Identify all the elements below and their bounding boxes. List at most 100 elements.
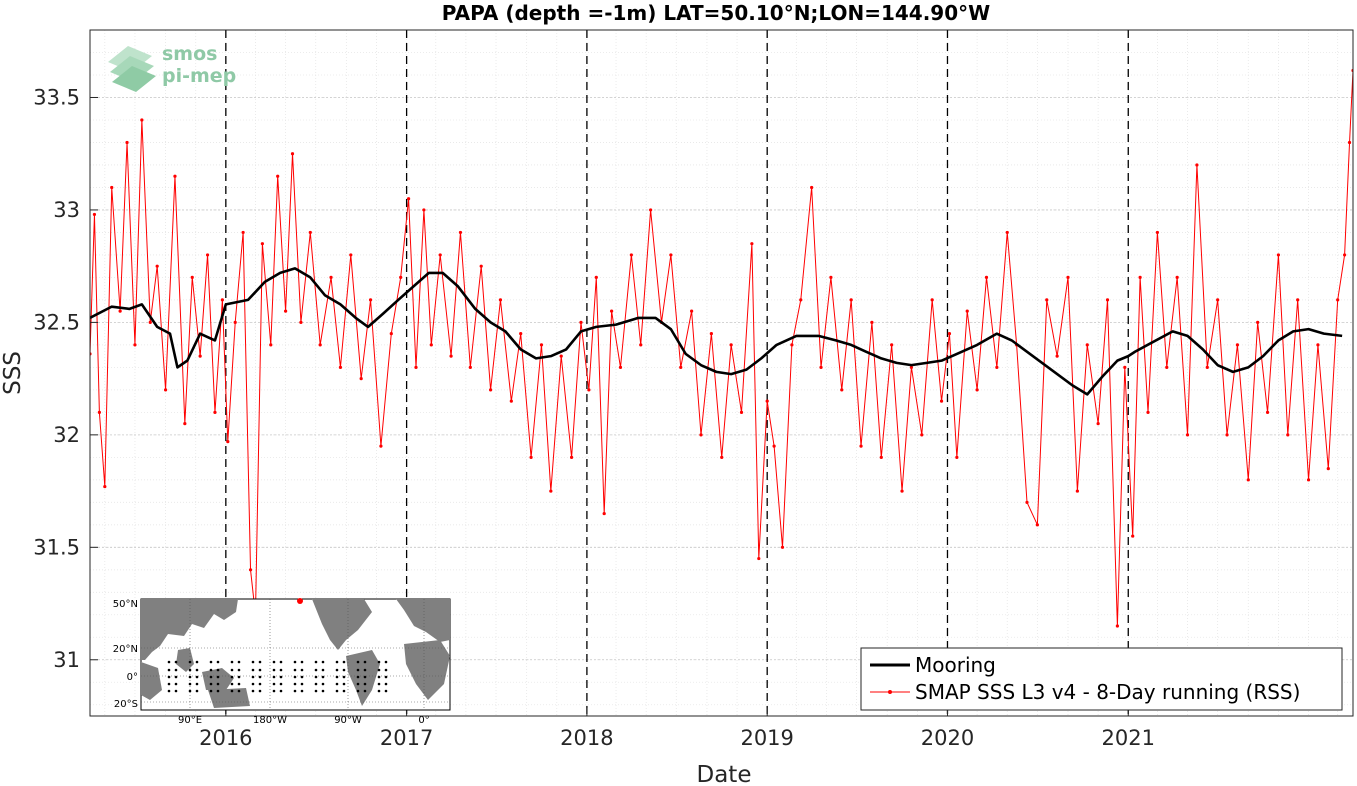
map-buoy bbox=[258, 682, 262, 686]
data-point bbox=[163, 388, 168, 392]
data-point bbox=[690, 309, 694, 313]
data-point bbox=[739, 410, 744, 414]
map-buoy bbox=[174, 660, 178, 664]
land-australia bbox=[208, 688, 250, 708]
map-buoy bbox=[195, 689, 199, 693]
data-point bbox=[909, 365, 914, 369]
mooring-series bbox=[90, 267, 1343, 396]
legend-box bbox=[860, 647, 1343, 711]
map-buoy bbox=[216, 675, 220, 679]
map-buoy bbox=[230, 682, 234, 686]
data-point bbox=[190, 275, 194, 280]
inset-map-site-marker bbox=[297, 598, 303, 604]
map-buoy bbox=[363, 682, 367, 686]
minor-grid bbox=[90, 30, 1353, 716]
data-point bbox=[118, 309, 122, 313]
data-point bbox=[539, 343, 544, 347]
map-buoy bbox=[335, 675, 339, 679]
data-point bbox=[148, 320, 152, 324]
data-point bbox=[308, 230, 312, 235]
legend-mooring-label: Mooring bbox=[915, 653, 996, 677]
map-lon-label: 180°W bbox=[253, 715, 287, 726]
data-point bbox=[110, 185, 114, 190]
map-buoy bbox=[251, 675, 255, 679]
map-buoy bbox=[279, 668, 283, 672]
data-point bbox=[479, 264, 483, 268]
map-buoy bbox=[384, 689, 388, 693]
map-buoy bbox=[251, 660, 255, 664]
map-buoy bbox=[279, 689, 283, 693]
data-point bbox=[602, 511, 606, 516]
data-point bbox=[780, 545, 785, 549]
data-point bbox=[1138, 275, 1142, 280]
y-tick-label: 31.5 bbox=[33, 535, 80, 559]
map-buoy bbox=[377, 689, 381, 693]
data-point bbox=[920, 433, 924, 437]
data-point bbox=[1296, 298, 1300, 302]
data-point bbox=[458, 230, 463, 235]
data-point bbox=[594, 275, 598, 280]
map-lat-label: 20°S bbox=[114, 699, 138, 710]
data-point bbox=[1195, 163, 1199, 167]
map-buoy bbox=[195, 660, 199, 664]
map-buoy bbox=[230, 689, 234, 693]
map-buoy bbox=[188, 682, 192, 686]
data-point bbox=[679, 365, 683, 369]
map-buoy bbox=[356, 660, 360, 664]
data-point bbox=[468, 365, 472, 369]
map-buoy bbox=[377, 660, 381, 664]
map-buoy bbox=[258, 660, 262, 664]
map-buoy bbox=[216, 689, 220, 693]
map-buoy bbox=[237, 675, 241, 679]
data-point bbox=[155, 264, 159, 268]
map-buoy bbox=[188, 668, 192, 672]
map-buoy bbox=[363, 689, 367, 693]
map-buoy bbox=[300, 660, 304, 664]
data-point bbox=[519, 332, 523, 336]
data-point bbox=[349, 253, 353, 257]
map-buoy bbox=[293, 689, 297, 693]
data-point bbox=[569, 455, 574, 459]
map-buoy bbox=[335, 689, 339, 693]
map-buoy bbox=[321, 689, 325, 693]
map-buoy bbox=[300, 668, 304, 672]
data-point bbox=[955, 455, 959, 459]
data-point bbox=[276, 174, 280, 178]
land-europe bbox=[396, 599, 450, 642]
data-point bbox=[618, 365, 623, 369]
map-buoy bbox=[300, 675, 304, 679]
map-buoy bbox=[195, 668, 199, 672]
series-line bbox=[90, 267, 1343, 396]
map-buoy bbox=[279, 660, 283, 664]
data-point bbox=[1146, 410, 1150, 414]
map-lat-label: 0° bbox=[127, 672, 138, 683]
y-tick-label: 31 bbox=[53, 648, 80, 672]
data-point bbox=[790, 343, 794, 347]
data-point bbox=[1316, 343, 1320, 347]
map-buoy bbox=[237, 660, 241, 664]
data-point bbox=[368, 298, 373, 302]
data-point bbox=[1131, 534, 1135, 538]
data-point bbox=[1225, 433, 1229, 437]
data-point bbox=[399, 275, 403, 280]
map-buoy bbox=[188, 675, 192, 679]
map-buoy bbox=[384, 660, 388, 664]
map-buoy bbox=[251, 689, 255, 693]
map-buoy bbox=[377, 682, 381, 686]
data-point bbox=[579, 320, 583, 324]
data-point bbox=[1216, 298, 1220, 302]
map-lon-label: 90°E bbox=[178, 715, 202, 726]
data-point bbox=[299, 320, 303, 324]
map-buoy bbox=[356, 675, 360, 679]
map-buoy bbox=[195, 682, 199, 686]
smos-pi-mep-logo: smos pi-mep bbox=[108, 43, 236, 92]
map-buoy bbox=[321, 682, 325, 686]
map-lon-label: 0° bbox=[418, 715, 429, 726]
data-point bbox=[422, 208, 426, 212]
data-point bbox=[498, 298, 503, 302]
map-buoy bbox=[195, 675, 199, 679]
map-buoy bbox=[216, 682, 220, 686]
data-point bbox=[1185, 433, 1190, 437]
map-buoy bbox=[258, 668, 262, 672]
map-buoy bbox=[300, 689, 304, 693]
